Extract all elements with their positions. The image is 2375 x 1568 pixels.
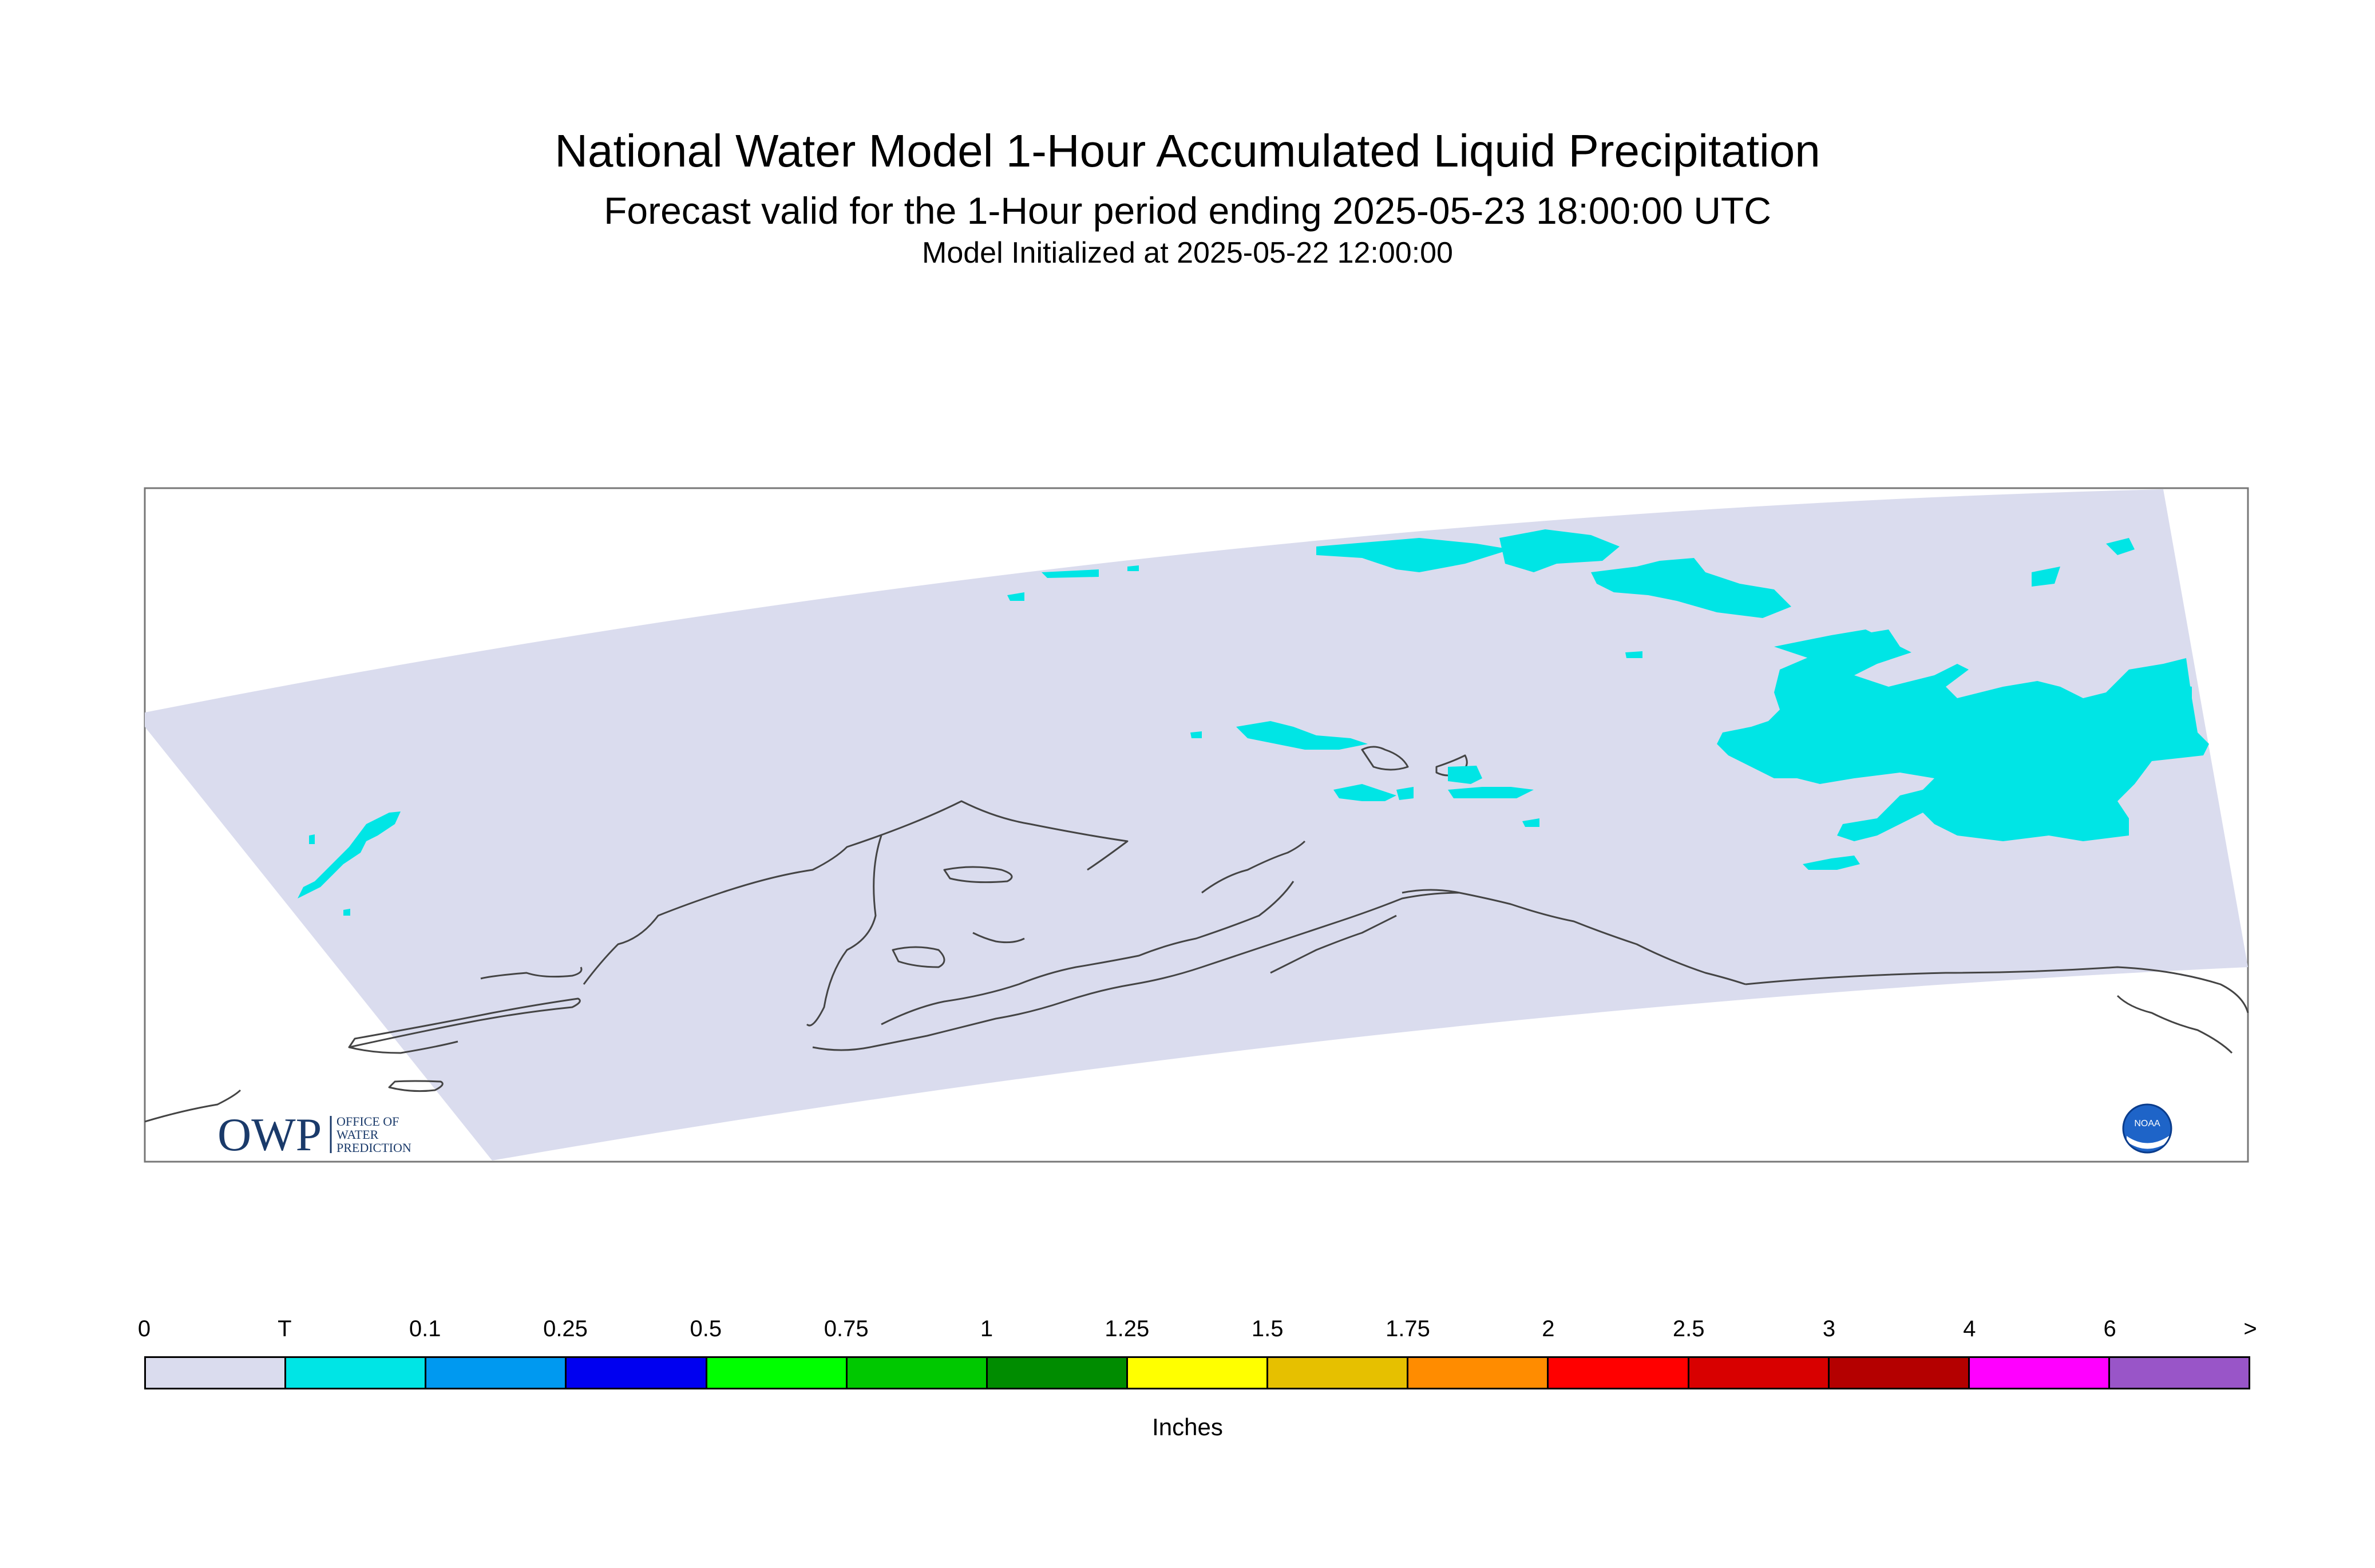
legend-label: 6	[2103, 1316, 2116, 1341]
legend-swatch	[1689, 1358, 1830, 1388]
legend-swatch	[1127, 1358, 1269, 1388]
color-legend	[144, 1356, 2250, 1389]
svg-text:OWP: OWP	[217, 1108, 322, 1161]
legend-label: 0	[137, 1316, 151, 1341]
legend-swatch	[1549, 1358, 1689, 1388]
legend-label: >	[2243, 1316, 2257, 1341]
map-title: National Water Model 1-Hour Accumulated …	[555, 125, 1820, 176]
legend-swatch	[1268, 1358, 1409, 1388]
legend-swatch	[1829, 1358, 1970, 1388]
legend-label: 2	[1542, 1316, 1555, 1341]
coastline	[144, 746, 2249, 1123]
legend-swatch	[1969, 1358, 2110, 1388]
legend-swatch	[146, 1358, 287, 1388]
legend-label: 1.75	[1386, 1316, 1430, 1341]
svg-text:OFFICE OF: OFFICE OF	[337, 1114, 399, 1129]
legend-swatch	[987, 1358, 1128, 1388]
legend-label: 2.5	[1672, 1316, 1705, 1341]
legend-swatch	[567, 1358, 707, 1388]
svg-text:NOAA: NOAA	[2134, 1119, 2160, 1129]
legend-swatch	[707, 1358, 848, 1388]
map-subtitle: Forecast valid for the 1-Hour period end…	[604, 189, 1771, 232]
model-domain	[145, 489, 2248, 1161]
legend-label: T	[278, 1316, 292, 1341]
legend-label: 1	[980, 1316, 993, 1341]
legend-label: 0.75	[824, 1316, 869, 1341]
legend-swatch	[286, 1358, 427, 1388]
legend-label: 0.25	[543, 1316, 588, 1341]
legend-labels: 0 T 0.1 0.25 0.5 0.75 1 1.25 1.5 1.75 2 2.5 3 4 6 >	[0, 1316, 2375, 1351]
owp-logo: OWP OFFICE OF WATER PREDICTION	[217, 1108, 411, 1161]
svg-text:PREDICTION: PREDICTION	[337, 1141, 411, 1155]
noaa-logo: NOAA	[2122, 1103, 2172, 1154]
legend-label: 1.25	[1105, 1316, 1150, 1341]
precip-trace-areas	[298, 529, 2209, 916]
legend-swatch	[1408, 1358, 1549, 1388]
model-init-time: Model Initialized at 2025-05-22 12:00:00	[922, 236, 1453, 270]
legend-label: 0.5	[690, 1316, 722, 1341]
legend-label: 1.5	[1251, 1316, 1284, 1341]
legend-unit: Inches	[1152, 1413, 1223, 1440]
legend-label: 0.1	[409, 1316, 441, 1341]
legend-swatch	[2109, 1358, 2249, 1388]
legend-swatch	[847, 1358, 988, 1388]
svg-text:WATER: WATER	[337, 1127, 379, 1142]
legend-label: 4	[1963, 1316, 1976, 1341]
legend-swatch	[426, 1358, 567, 1388]
legend-label: 3	[1822, 1316, 1836, 1341]
